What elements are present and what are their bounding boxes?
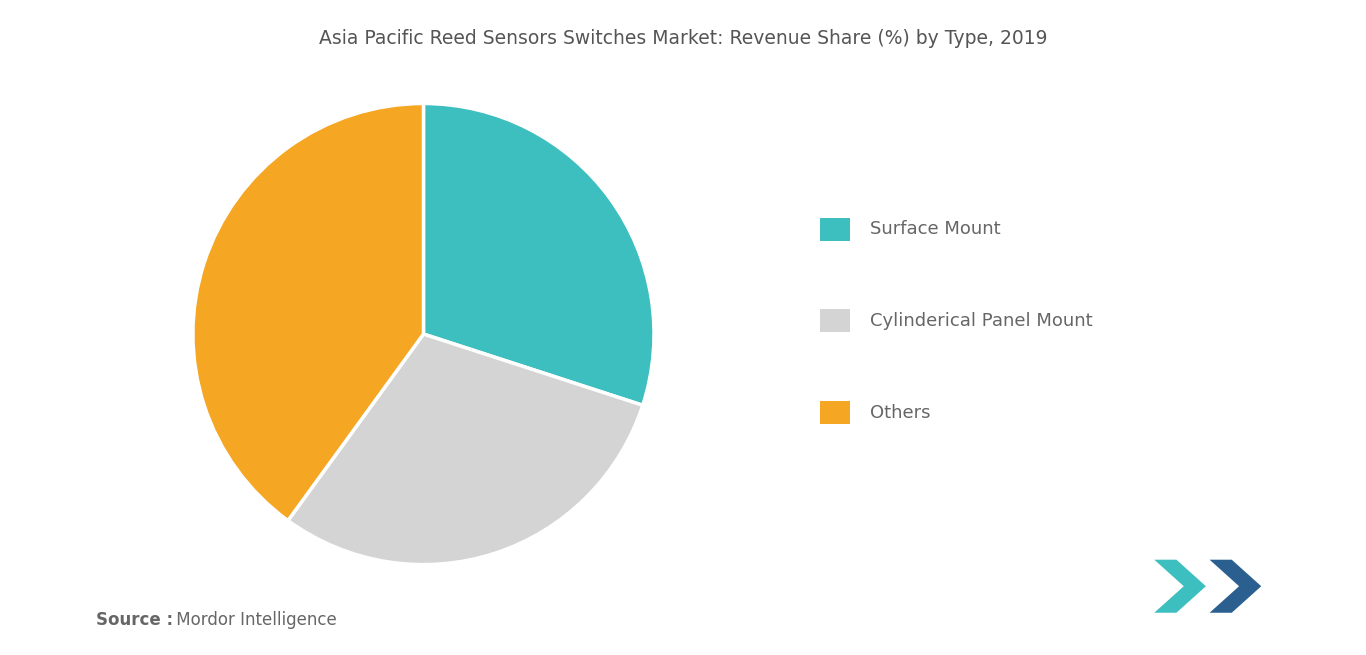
Text: Cylinderical Panel Mount: Cylinderical Panel Mount [870,312,1093,330]
Text: Source :: Source : [96,611,172,629]
Wedge shape [288,334,643,565]
Wedge shape [193,103,423,521]
Polygon shape [1210,559,1261,613]
Text: Mordor Intelligence: Mordor Intelligence [171,611,336,629]
Text: Others: Others [870,403,930,422]
Text: Asia Pacific Reed Sensors Switches Market: Revenue Share (%) by Type, 2019: Asia Pacific Reed Sensors Switches Marke… [318,29,1048,48]
Wedge shape [423,103,654,405]
Text: Surface Mount: Surface Mount [870,220,1001,238]
Polygon shape [1154,559,1206,613]
